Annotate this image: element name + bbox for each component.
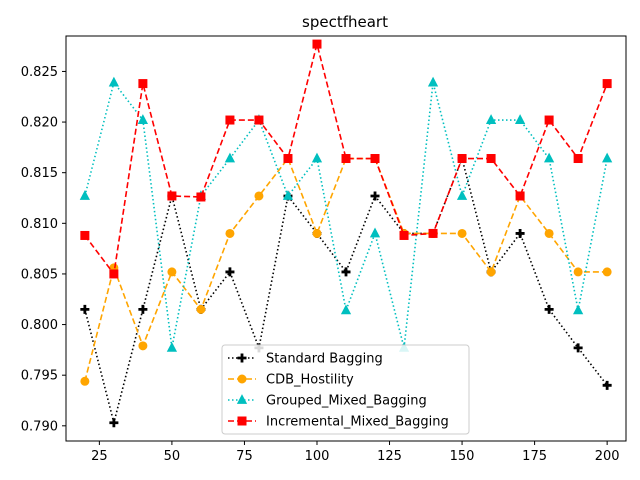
- data-point: [515, 191, 525, 201]
- data-point: [312, 39, 322, 49]
- legend-box: [221, 344, 470, 435]
- legend-label: CDB_Hostility: [266, 373, 354, 388]
- y-tick-label: 0.825: [21, 65, 58, 80]
- legend-marker: [237, 416, 247, 426]
- data-point: [544, 115, 554, 125]
- data-point: [457, 228, 467, 238]
- x-tick-label: 50: [164, 449, 181, 464]
- legend-item: Grouped_Mixed_Bagging: [228, 394, 427, 409]
- y-tick-label: 0.815: [21, 166, 58, 181]
- y-tick-label: 0.790: [21, 419, 58, 434]
- data-point: [109, 418, 119, 428]
- data-point: [515, 228, 525, 238]
- series-3: [80, 39, 612, 279]
- data-point: [602, 267, 612, 277]
- data-point: [225, 228, 235, 238]
- data-point: [138, 79, 148, 89]
- x-tick-label: 175: [522, 449, 547, 464]
- data-point: [167, 267, 177, 277]
- data-point: [312, 228, 322, 238]
- data-point: [486, 154, 496, 164]
- chart-title: spectfheart: [302, 13, 388, 31]
- data-point: [283, 154, 293, 164]
- data-point: [196, 192, 206, 202]
- data-point: [602, 380, 612, 390]
- data-point: [254, 115, 264, 125]
- x-tick-label: 150: [450, 449, 475, 464]
- data-point: [79, 190, 90, 200]
- data-point: [427, 76, 439, 87]
- data-point: [602, 79, 612, 89]
- data-point: [602, 152, 613, 163]
- y-tick-label: 0.820: [21, 116, 58, 131]
- axes: 25 50 75 100 125 150 175 200 0.790 0.795 0.800 0.80…: [21, 65, 620, 464]
- x-tick-label: 100: [305, 449, 330, 464]
- y-tick-label: 0.805: [21, 267, 58, 282]
- data-point: [573, 343, 583, 353]
- data-point: [341, 154, 351, 164]
- plot-frame: [65, 35, 627, 442]
- x-tick-label: 200: [595, 449, 620, 464]
- data-point: [166, 341, 178, 352]
- legend-item: Standard Bagging: [228, 352, 383, 367]
- data-point: [370, 191, 380, 201]
- data-point: [340, 304, 352, 315]
- data-point: [485, 114, 497, 124]
- y-tick-label: 0.800: [21, 318, 58, 333]
- data-point: [80, 376, 90, 386]
- data-point: [544, 304, 554, 314]
- data-point: [486, 267, 496, 277]
- data-point: [138, 304, 148, 314]
- data-point: [456, 190, 468, 200]
- legend-marker: [237, 353, 247, 363]
- data-point: [370, 154, 380, 164]
- data-point: [311, 152, 323, 163]
- y-tick-label: 0.795: [21, 369, 58, 384]
- data-point: [225, 267, 235, 277]
- data-point: [225, 115, 235, 125]
- data-point: [572, 304, 584, 315]
- legend: Standard Bagging CDB_Hostility Grouped_Mix…: [221, 344, 470, 435]
- legend-marker: [236, 394, 248, 404]
- series-2: [79, 76, 613, 352]
- legend-label: Standard Bagging: [266, 352, 383, 367]
- x-tick-label: 75: [236, 449, 253, 464]
- data-point: [514, 114, 526, 124]
- data-point: [399, 230, 409, 240]
- legend-item: Incremental_Mixed_Bagging: [228, 415, 449, 430]
- legend-marker: [237, 374, 247, 384]
- data-point: [138, 341, 148, 351]
- data-point: [254, 191, 264, 201]
- data-point: [543, 152, 555, 163]
- y-tick-label: 0.810: [21, 217, 58, 232]
- x-tick-label: 125: [377, 449, 402, 464]
- data-point: [573, 267, 583, 277]
- data-point: [369, 227, 381, 238]
- data-point: [428, 228, 438, 238]
- data-point: [108, 76, 120, 87]
- data-point: [341, 267, 351, 277]
- legend-item: CDB_Hostility: [228, 373, 354, 388]
- data-point: [282, 190, 294, 200]
- data-point: [224, 152, 236, 163]
- legend-label: Incremental_Mixed_Bagging: [266, 415, 449, 430]
- legend-label: Grouped_Mixed_Bagging: [266, 394, 427, 409]
- data-point: [109, 269, 119, 279]
- data-point: [196, 304, 206, 314]
- data-point: [137, 114, 149, 124]
- data-point: [167, 191, 177, 201]
- data-point: [80, 230, 90, 240]
- x-tick-label: 25: [91, 449, 108, 464]
- data-point: [457, 154, 467, 164]
- data-point: [80, 304, 90, 314]
- data-point: [544, 228, 554, 238]
- data-point: [573, 154, 583, 164]
